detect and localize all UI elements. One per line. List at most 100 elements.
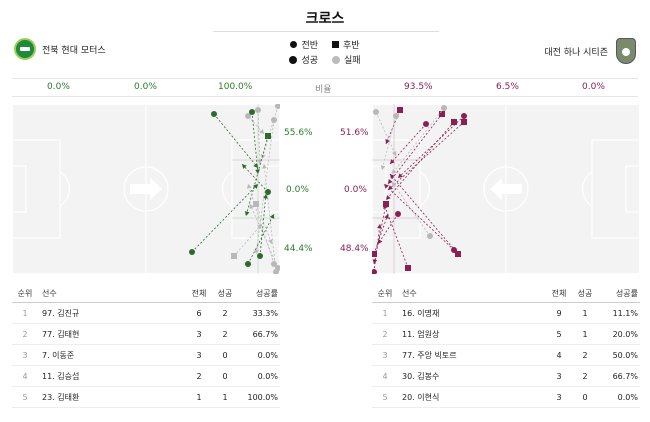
cross-origin-marker bbox=[451, 119, 457, 125]
cross-origin-marker bbox=[461, 119, 467, 125]
cross-origin-marker bbox=[275, 265, 280, 271]
row-rank: 5 bbox=[382, 392, 388, 402]
cross-arrow bbox=[244, 211, 250, 216]
row-total: 4 bbox=[556, 350, 562, 360]
away-zone-top: 51.6% bbox=[340, 128, 369, 138]
cross-arrow bbox=[398, 173, 403, 178]
cross-origin-marker bbox=[393, 113, 399, 119]
ratio-label: 비율 bbox=[315, 85, 332, 95]
header-rank: 순위 bbox=[17, 289, 33, 298]
first-half-icon bbox=[290, 41, 298, 48]
cross-arrow bbox=[388, 179, 393, 184]
home-team-name: 전북 현대 모터스 bbox=[42, 45, 106, 56]
header-rate: 성공률 bbox=[255, 289, 278, 298]
table-row: 3 77. 주앙 빅토르 4 2 50.0% bbox=[372, 345, 640, 366]
success-icon bbox=[289, 55, 298, 64]
header-success: 성공 bbox=[577, 289, 593, 298]
title-divider bbox=[213, 31, 439, 32]
row-total: 3 bbox=[556, 392, 562, 402]
cross-origin-marker bbox=[253, 201, 259, 207]
cross-origin-marker bbox=[427, 233, 433, 239]
cross-origin-marker bbox=[455, 251, 461, 257]
row-success: 0 bbox=[582, 392, 588, 402]
home-zone-bottom: 44.4% bbox=[284, 244, 313, 254]
row-rate: 20.0% bbox=[612, 329, 638, 339]
row-rate: 33.3% bbox=[252, 308, 278, 318]
cross-path bbox=[383, 183, 455, 251]
cross-origin-marker bbox=[461, 113, 467, 119]
cross-path bbox=[257, 109, 261, 165]
cross-origin-marker bbox=[265, 133, 271, 139]
cross-origin-marker bbox=[423, 121, 429, 127]
cross-origin-marker bbox=[395, 211, 401, 217]
cross-arrow bbox=[255, 169, 260, 174]
cross-arrow bbox=[269, 214, 275, 219]
row-success: 1 bbox=[582, 308, 588, 318]
row-total: 9 bbox=[556, 308, 562, 318]
home-stat-3: 100.0% bbox=[218, 82, 253, 92]
cross-path bbox=[261, 105, 279, 160]
cross-path bbox=[233, 223, 263, 257]
cross-arrow bbox=[263, 194, 268, 199]
fail-icon bbox=[332, 55, 340, 64]
cross-path bbox=[391, 107, 445, 175]
cross-arrow bbox=[392, 169, 397, 174]
row-rank: 2 bbox=[382, 329, 388, 339]
row-total: 3 bbox=[196, 329, 202, 339]
row-player: 97. 김진규 bbox=[42, 308, 80, 318]
cross-arrow bbox=[380, 165, 386, 170]
row-rate: 100.0% bbox=[247, 392, 278, 402]
cross-path bbox=[381, 115, 397, 171]
row-total: 6 bbox=[196, 308, 202, 318]
row-total: 2 bbox=[196, 371, 202, 381]
cross-path bbox=[383, 203, 409, 269]
cross-arrow bbox=[385, 139, 390, 144]
row-success: 2 bbox=[582, 371, 588, 381]
cross-path bbox=[387, 113, 443, 185]
cross-path bbox=[389, 123, 427, 165]
row-rank: 4 bbox=[22, 371, 28, 381]
row-success: 1 bbox=[222, 392, 228, 402]
table-row: 5 20. 이현식 3 0 0.0% bbox=[372, 387, 640, 408]
cross-path bbox=[389, 173, 459, 255]
cross-origin-marker bbox=[249, 109, 255, 115]
home-team-logo bbox=[14, 38, 36, 60]
home-stat-1: 0.0% bbox=[47, 82, 70, 92]
cross-arrow bbox=[260, 154, 266, 159]
cross-origin-marker bbox=[271, 117, 277, 123]
cross-arrow bbox=[386, 195, 391, 200]
legend-success: 성공 bbox=[301, 56, 318, 66]
cross-origin-marker bbox=[257, 253, 263, 259]
row-success: 2 bbox=[222, 308, 228, 318]
away-stat-2: 6.5% bbox=[496, 82, 519, 92]
away-team-name: 대전 하나 시티즌 bbox=[544, 47, 608, 58]
away-team: 대전 하나 시티즌 bbox=[544, 38, 636, 64]
legend-first-half: 전반 bbox=[301, 41, 318, 51]
header-total: 전체 bbox=[551, 289, 567, 298]
legend-second-half: 후반 bbox=[343, 41, 360, 51]
away-player-table: 순위 선수 전체 성공 성공률 1 16. 이명재 9 1 11.1% 2 11. 엄원상… bbox=[372, 285, 640, 408]
page-title: 크로스 bbox=[305, 11, 345, 27]
row-rank: 3 bbox=[22, 350, 28, 360]
cross-arrow bbox=[249, 204, 254, 209]
row-player: 20. 이현식 bbox=[402, 392, 440, 402]
away-team-logo bbox=[616, 38, 636, 64]
cross-arrow bbox=[377, 224, 382, 229]
cross-origin-marker bbox=[211, 111, 217, 117]
row-rank: 5 bbox=[22, 392, 28, 402]
cross-path bbox=[249, 203, 279, 269]
row-rank: 2 bbox=[22, 329, 28, 339]
cross-origin-marker bbox=[397, 107, 403, 113]
cross-origin-marker bbox=[245, 113, 251, 119]
row-player: 77. 주앙 빅토르 bbox=[402, 350, 457, 360]
cross-path bbox=[255, 203, 273, 245]
row-success: 2 bbox=[222, 329, 228, 339]
legend: 전반 후반 성공 실패 bbox=[270, 37, 380, 67]
away-stat-3: 0.0% bbox=[582, 82, 605, 92]
legend-fail: 실패 bbox=[344, 56, 361, 66]
home-zone-top: 55.6% bbox=[284, 128, 313, 138]
cross-arrow bbox=[390, 174, 395, 179]
cross-origin-marker bbox=[255, 107, 261, 113]
ratio-bar: 0.0% 0.0% 100.0% 비율 93.5% 6.5% 0.0% bbox=[12, 78, 638, 97]
cross-arrow bbox=[253, 184, 258, 189]
